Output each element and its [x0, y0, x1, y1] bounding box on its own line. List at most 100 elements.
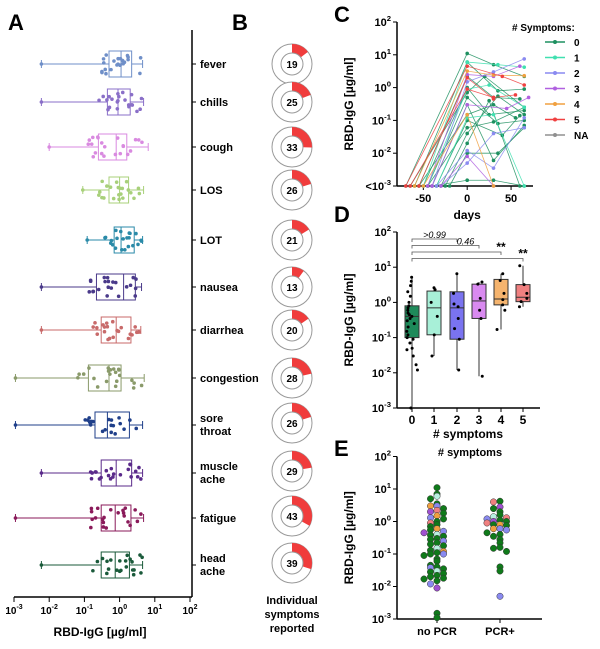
- data-point: [97, 98, 101, 103]
- donut: 28: [271, 357, 313, 399]
- symptom-label-line: diarrhea: [200, 325, 244, 337]
- donut-count: 26: [286, 419, 298, 430]
- data-point: [502, 291, 506, 295]
- legend-title: # Symptoms:: [512, 23, 575, 34]
- symptom-label: chills: [200, 97, 228, 109]
- data-point: [406, 308, 410, 312]
- data-point: [126, 188, 131, 192]
- data-point: [115, 136, 120, 140]
- x-tick-label: 3: [476, 413, 483, 427]
- data-point: [503, 526, 510, 534]
- box-row: fatigue: [13, 504, 236, 532]
- x-tick-label: 10-2: [41, 604, 58, 617]
- y-axis-label: RBD-IgG [µg/ml]: [342, 274, 356, 367]
- data-point: [111, 472, 116, 476]
- data-point: [136, 242, 140, 247]
- y-tick-label: 100: [374, 80, 391, 95]
- y-tick-label-base: 10: [374, 83, 386, 95]
- data-point: [95, 385, 100, 389]
- data-point: [108, 185, 113, 189]
- data-point: [39, 328, 44, 332]
- series-point: [465, 151, 469, 155]
- data-point: [134, 277, 138, 281]
- data-point: [138, 71, 142, 76]
- y-tick-label-exp: 1: [387, 259, 392, 268]
- x-tick-label: 0: [464, 193, 470, 205]
- donut: 19: [271, 43, 313, 85]
- data-point: [100, 179, 104, 184]
- data-point: [113, 370, 118, 375]
- data-point: [134, 231, 138, 236]
- data-point: [414, 363, 418, 367]
- x-axis-label: # symptoms: [433, 427, 503, 441]
- symptom-label: diarrhea: [200, 325, 244, 337]
- data-point: [131, 386, 136, 390]
- symptom-label-line: ache: [200, 474, 225, 486]
- data-point: [105, 571, 109, 576]
- data-point: [412, 322, 416, 326]
- data-point: [409, 406, 413, 410]
- data-point: [135, 475, 140, 479]
- data-point: [103, 279, 107, 284]
- series-point: [496, 151, 500, 155]
- y-tick-label-base: 10: [374, 17, 386, 29]
- data-point: [124, 285, 129, 289]
- donut-hole: [280, 178, 304, 202]
- box-row: fever: [39, 50, 227, 78]
- data-point: [440, 509, 447, 517]
- data-point: [121, 144, 126, 149]
- data-point: [128, 231, 132, 236]
- series-line: [440, 95, 525, 187]
- data-point: [137, 465, 141, 470]
- data-point: [133, 325, 137, 329]
- data-point: [121, 61, 125, 66]
- data-point: [132, 196, 136, 201]
- donut: 13: [271, 266, 313, 308]
- data-point: [102, 154, 106, 158]
- data-point: [501, 272, 505, 276]
- data-point: [408, 341, 412, 345]
- box-row: head ache: [39, 551, 226, 579]
- series-point: [403, 184, 408, 188]
- donut-count: 20: [286, 326, 298, 337]
- data-point: [116, 92, 120, 96]
- data-point: [123, 559, 128, 563]
- y-tick-label-base: 10: [374, 262, 386, 274]
- data-point: [107, 94, 111, 99]
- x-tick-label: 101: [147, 604, 162, 617]
- data-point: [133, 294, 138, 298]
- data-point: [39, 471, 44, 475]
- significance-label: **: [518, 247, 528, 261]
- data-point: [136, 186, 141, 191]
- data-point: [89, 509, 94, 514]
- data-point: [427, 573, 434, 581]
- data-point: [112, 59, 116, 63]
- x-tick-label-base: 10: [182, 606, 194, 617]
- data-point: [131, 275, 136, 280]
- y-tick-label-base: 10: [372, 549, 384, 561]
- data-point: [109, 558, 113, 562]
- y-tick-label-base: 10: [374, 50, 386, 62]
- series-point: [522, 108, 527, 113]
- significance-bracket: [411, 245, 480, 249]
- data-point: [113, 152, 118, 157]
- symptom-label-line: head: [200, 553, 226, 565]
- data-point: [420, 575, 428, 583]
- data-point: [406, 306, 410, 310]
- data-point: [406, 325, 410, 329]
- y-tick-label-exp: 0: [387, 514, 391, 523]
- data-point: [114, 228, 118, 233]
- x-tick-label-base: 10: [112, 606, 124, 617]
- series-line: [431, 58, 525, 187]
- data-point: [99, 141, 104, 145]
- data-point: [115, 328, 119, 333]
- data-point: [104, 321, 109, 325]
- donut-count: 26: [286, 186, 298, 197]
- y-tick-label-exp: 0: [387, 294, 391, 303]
- data-point: [99, 151, 104, 156]
- data-point: [410, 346, 414, 350]
- data-point: [90, 471, 94, 475]
- series-point: [465, 51, 469, 56]
